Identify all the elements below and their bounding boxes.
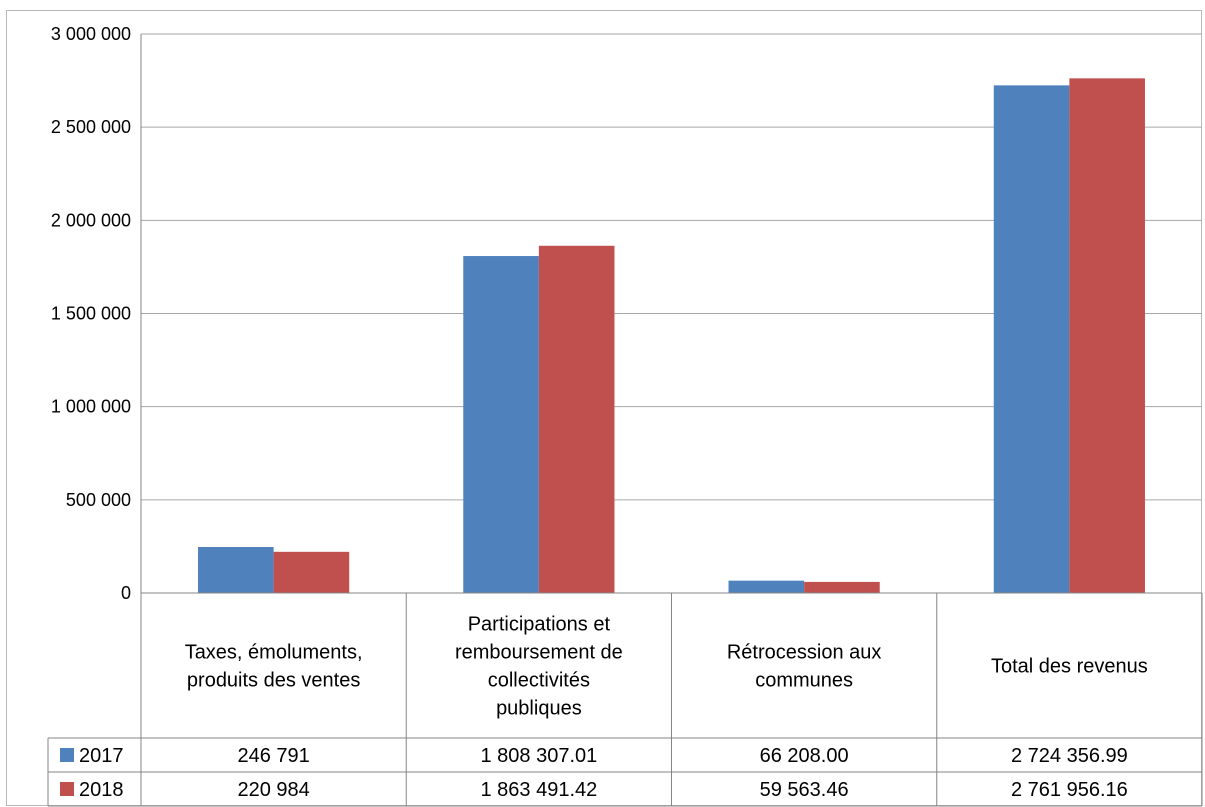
y-tick-label: 0	[121, 583, 131, 603]
data-label: 2 761 956.16	[1011, 779, 1128, 801]
x-tick-label: Taxes, émoluments,	[185, 642, 363, 664]
bar-2018-1	[538, 245, 615, 594]
legend-label: 2017	[79, 745, 124, 767]
x-tick-label: Total des revenus	[991, 656, 1148, 678]
y-tick-label: 2 500 000	[51, 117, 131, 137]
y-tick-label: 1 500 000	[51, 304, 131, 324]
data-label: 246 791	[237, 745, 309, 767]
bar-2017-1	[463, 256, 539, 593]
x-tick-label: publiques	[496, 698, 582, 720]
data-label: 220 984	[237, 779, 309, 801]
x-tick-label: Participations et	[468, 614, 611, 636]
x-tick-label: remboursement de	[455, 642, 623, 664]
x-tick-label: collectivités	[488, 670, 590, 692]
x-tick-label: produits des ventes	[187, 670, 360, 692]
legend-label: 2018	[79, 779, 124, 801]
data-label: 66 208.00	[760, 745, 849, 767]
data-label: 1 863 491.42	[480, 779, 597, 801]
x-tick-label: communes	[755, 670, 853, 692]
data-label: 1 808 307.01	[480, 745, 597, 767]
legend-swatch-2017	[60, 748, 74, 762]
legend-swatch-2018	[60, 782, 74, 796]
bar-2017-2	[728, 580, 805, 593]
bar-2017-0	[198, 547, 274, 593]
data-label: 59 563.46	[760, 779, 849, 801]
y-tick-label: 500 000	[66, 490, 131, 510]
y-tick-label: 3 000 000	[51, 24, 131, 44]
x-tick-label: Rétrocession aux	[727, 642, 882, 664]
bar-2018-2	[804, 581, 880, 593]
data-label: 2 724 356.99	[1011, 745, 1128, 767]
bar-2017-3	[993, 85, 1070, 593]
y-tick-label: 1 000 000	[51, 397, 131, 417]
y-tick-label: 2 000 000	[51, 210, 131, 230]
bar-2018-3	[1069, 78, 1145, 594]
bar-2018-0	[273, 551, 350, 593]
